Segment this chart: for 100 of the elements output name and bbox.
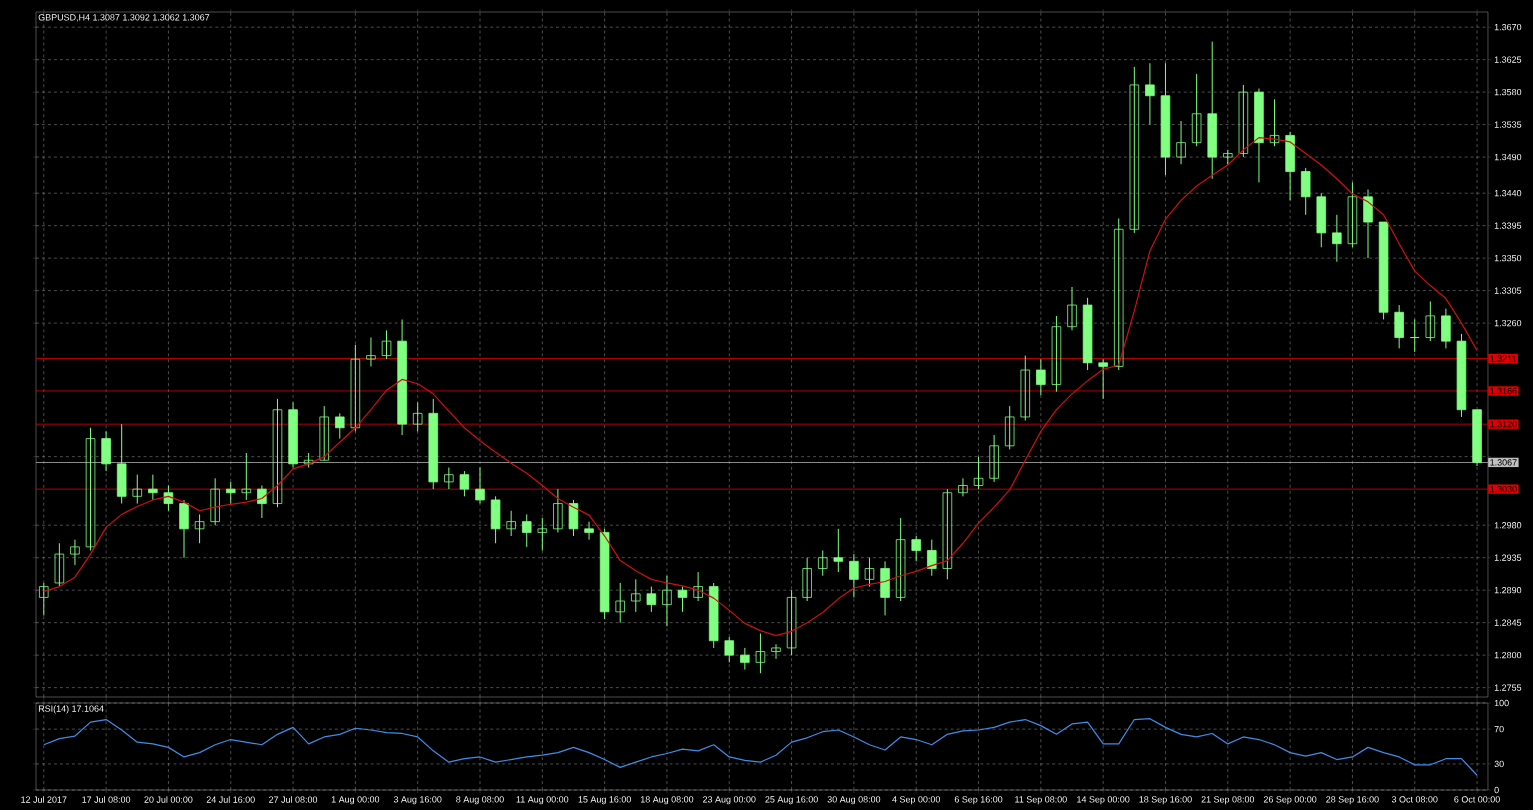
candlestick	[1425, 300, 1436, 342]
candlestick	[335, 412, 345, 440]
candlestick	[132, 474, 143, 505]
x-tick-label: 23 Aug 00:00	[703, 796, 756, 805]
candlestick	[662, 575, 672, 627]
y-tick-label: 70	[1494, 725, 1504, 733]
x-tick-label: 20 Jul 00:00	[144, 796, 193, 803]
candlestick	[693, 571, 703, 602]
y-tick-label: 1.2890	[1494, 587, 1522, 594]
x-tick-label: 18 Aug 08:00	[640, 796, 694, 805]
candlestick	[319, 405, 329, 461]
x-tick-label: 27 Jul 08:00	[269, 796, 318, 803]
candlestick	[350, 344, 361, 432]
x-tick-label: 1 Aug 00:00	[331, 796, 380, 805]
candlestick	[802, 557, 812, 602]
candlestick	[646, 586, 657, 613]
x-tick-label: 30 Aug 08:00	[827, 796, 881, 805]
x-tick-label: 3 Aug 16:00	[393, 796, 442, 805]
y-tick-label: 1.2980	[1494, 522, 1522, 529]
ref-line-label: 1.3120	[1490, 420, 1517, 428]
candlestick	[537, 517, 548, 551]
candlestick	[911, 535, 921, 562]
candlestick	[631, 578, 641, 613]
candlestick	[615, 582, 625, 624]
candlestick	[1332, 214, 1342, 263]
candlestick	[1098, 358, 1108, 400]
candlestick	[724, 636, 735, 663]
candlestick	[39, 582, 49, 616]
chart-title: RSI(14) 17.1064	[38, 705, 104, 714]
candlestick	[895, 517, 906, 602]
candlestick	[677, 586, 688, 613]
candlestick	[272, 398, 283, 508]
candlestick	[1347, 181, 1358, 248]
y-tick-label: 1.3535	[1494, 121, 1522, 128]
y-tick-label: 1.2800	[1494, 651, 1522, 659]
x-tick-label: 14 Sep 00:00	[1077, 796, 1130, 805]
candlestick	[163, 485, 174, 512]
candlestick	[849, 553, 859, 598]
y-tick-label: 100	[1494, 699, 1509, 707]
y-tick-label: 1.3670	[1494, 23, 1522, 31]
candlestick	[786, 589, 797, 656]
candlestick	[1191, 73, 1202, 147]
candlestick	[1145, 62, 1155, 126]
candlestick	[1004, 405, 1015, 450]
line-series	[43, 137, 1478, 637]
y-tick-label: 1.3490	[1494, 153, 1522, 161]
ref-line-label: 1.3166	[1490, 387, 1517, 395]
candlestick	[1067, 286, 1077, 331]
candlestick	[1129, 66, 1140, 234]
x-tick-label: 18 Sep 16:00	[1139, 796, 1192, 805]
candlestick	[225, 481, 236, 505]
candlestick	[1238, 84, 1249, 158]
y-tick-label: 0	[1494, 786, 1499, 794]
candlestick	[864, 557, 875, 588]
candlestick	[833, 528, 844, 573]
x-tick-label: 12 Jul 2017	[21, 796, 67, 803]
candlestick	[366, 337, 376, 367]
chart-title: GBPUSD,H4 1.3087 1.3092 1.3062 1.3067	[38, 14, 210, 22]
x-tick-label: 6 Oct 00:00	[1454, 796, 1500, 803]
candlestick	[54, 542, 65, 588]
candlestick	[444, 466, 454, 490]
candlestick	[755, 632, 766, 674]
candlestick	[817, 549, 828, 577]
candlestick	[194, 513, 205, 544]
candlestick	[70, 539, 80, 566]
y-tick-label: 1.3350	[1494, 254, 1522, 262]
candlestick	[1176, 120, 1186, 165]
y-tick-label: 1.3440	[1494, 190, 1522, 197]
x-tick-label: 25 Aug 16:00	[765, 796, 818, 805]
candlestick	[475, 466, 485, 505]
y-tick-label: 1.2755	[1494, 684, 1522, 691]
ref-line-label: 1.3067	[1490, 459, 1517, 466]
ref-line-label: 1.3030	[1490, 485, 1517, 493]
candlestick	[927, 539, 937, 577]
x-tick-label: 6 Sep 16:00	[954, 796, 1003, 805]
candlestick	[958, 477, 968, 497]
y-tick-label: 1.3395	[1494, 222, 1522, 229]
candlestick	[553, 488, 563, 533]
candlestick	[1051, 315, 1062, 393]
candlestick	[148, 474, 158, 501]
y-tick-label: 1.2935	[1494, 554, 1522, 561]
candlestick	[740, 647, 750, 671]
candlestick	[521, 513, 532, 548]
candlestick	[412, 402, 423, 432]
y-tick-label: 1.3305	[1494, 287, 1522, 294]
y-tick-label: 1.3625	[1494, 56, 1522, 63]
x-tick-label: 28 Sep 16:00	[1326, 796, 1379, 805]
x-tick-label: 4 Sep 00:00	[892, 796, 941, 805]
candlestick	[241, 452, 252, 501]
candlestick	[257, 485, 267, 519]
y-tick-label: 1.3260	[1494, 319, 1522, 327]
candlestick	[506, 510, 516, 537]
candlestick	[989, 434, 999, 483]
candlestick	[973, 456, 984, 490]
x-tick-label: 11 Sep 08:00	[1015, 796, 1067, 805]
y-tick-label: 1.3580	[1494, 88, 1522, 96]
candlestick	[1113, 217, 1124, 371]
candlestick	[210, 477, 220, 526]
candlestick	[1036, 358, 1046, 396]
ref-line-label: 1.3211	[1490, 355, 1516, 362]
